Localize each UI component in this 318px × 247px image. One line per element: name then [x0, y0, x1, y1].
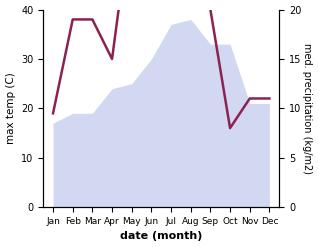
- Y-axis label: max temp (C): max temp (C): [5, 72, 16, 144]
- Y-axis label: med. precipitation (kg/m2): med. precipitation (kg/m2): [302, 43, 313, 174]
- X-axis label: date (month): date (month): [120, 231, 203, 242]
